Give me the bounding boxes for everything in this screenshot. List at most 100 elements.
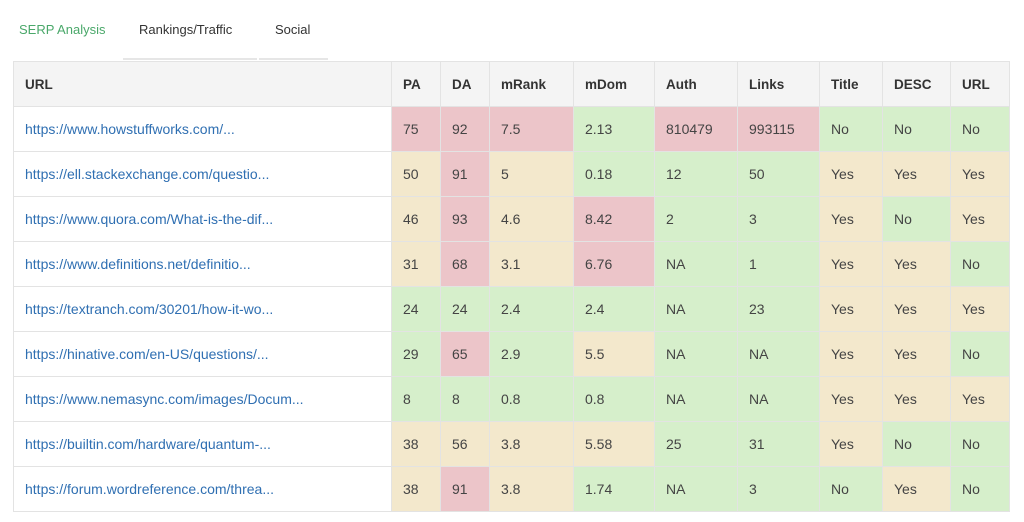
- metric-cell: Yes: [819, 376, 883, 422]
- metric-cell: Yes: [882, 331, 951, 377]
- column-header[interactable]: URL: [13, 61, 392, 107]
- column-header[interactable]: URL: [950, 61, 1010, 107]
- metric-cell: Yes: [819, 241, 883, 287]
- metric-cell: Yes: [819, 286, 883, 332]
- metric-cell: NA: [654, 286, 738, 332]
- column-header[interactable]: Auth: [654, 61, 738, 107]
- table-row: https://forum.wordreference.com/threa...…: [13, 466, 1010, 512]
- tab-social[interactable]: Social: [275, 22, 311, 37]
- metric-cell: Yes: [950, 376, 1010, 422]
- metric-cell: 8: [391, 376, 441, 422]
- metric-cell: NA: [654, 331, 738, 377]
- metric-cell: 29: [391, 331, 441, 377]
- column-header[interactable]: Title: [819, 61, 883, 107]
- metric-cell: 3.8: [489, 466, 574, 512]
- metric-cell: 93: [440, 196, 490, 242]
- metric-cell: No: [882, 196, 951, 242]
- metric-cell: 24: [440, 286, 490, 332]
- metric-cell: 5.5: [573, 331, 655, 377]
- column-header[interactable]: DA: [440, 61, 490, 107]
- metric-cell: No: [950, 106, 1010, 152]
- metric-cell: 68: [440, 241, 490, 287]
- metric-cell: 0.8: [489, 376, 574, 422]
- metric-cell: 8: [440, 376, 490, 422]
- metric-cell: 23: [737, 286, 820, 332]
- metric-cell: 38: [391, 421, 441, 467]
- url-cell: https://forum.wordreference.com/threa...: [13, 466, 392, 512]
- metric-cell: No: [950, 241, 1010, 287]
- metric-cell: 12: [654, 151, 738, 197]
- metric-cell: NA: [654, 241, 738, 287]
- result-url-link[interactable]: https://ell.stackexchange.com/questio...: [25, 166, 270, 182]
- url-cell: https://www.howstuffworks.com/...: [13, 106, 392, 152]
- metric-cell: 3: [737, 466, 820, 512]
- serp-table: URL PA DA mRank mDom Auth Links Title DESC URL ht…: [13, 61, 1010, 512]
- column-header[interactable]: mRank: [489, 61, 574, 107]
- table-row: https://www.howstuffworks.com/... 75 92 7.5…: [13, 106, 1010, 152]
- metric-cell: 1: [737, 241, 820, 287]
- result-url-link[interactable]: https://www.definitions.net/definitio...: [25, 256, 251, 272]
- metric-cell: 92: [440, 106, 490, 152]
- table-row: https://builtin.com/hardware/quantum-...…: [13, 421, 1010, 467]
- metric-cell: NA: [654, 376, 738, 422]
- result-url-link[interactable]: https://textranch.com/30201/how-it-wo...: [25, 301, 274, 317]
- table-body: https://www.howstuffworks.com/... 75 92 7.5…: [13, 106, 1010, 512]
- column-header[interactable]: PA: [391, 61, 441, 107]
- metric-cell: Yes: [819, 331, 883, 377]
- url-cell: https://ell.stackexchange.com/questio...: [13, 151, 392, 197]
- metric-cell: 31: [737, 421, 820, 467]
- column-header[interactable]: Links: [737, 61, 820, 107]
- metric-cell: 75: [391, 106, 441, 152]
- table-row: https://ell.stackexchange.com/questio...…: [13, 151, 1010, 197]
- metric-cell: 2.4: [489, 286, 574, 332]
- metric-cell: 2.9: [489, 331, 574, 377]
- metric-cell: 810479: [654, 106, 738, 152]
- tab-serp-analysis[interactable]: SERP Analysis: [19, 22, 106, 37]
- table-row: https://textranch.com/30201/how-it-wo...…: [13, 286, 1010, 332]
- metric-cell: No: [950, 421, 1010, 467]
- result-url-link[interactable]: https://www.quora.com/What-is-the-dif...: [25, 211, 274, 227]
- tab-rankings-traffic[interactable]: Rankings/Traffic: [139, 22, 233, 37]
- metric-cell: 7.5: [489, 106, 574, 152]
- metric-cell: Yes: [882, 241, 951, 287]
- metric-cell: NA: [737, 376, 820, 422]
- metric-cell: Yes: [882, 151, 951, 197]
- metric-cell: 0.18: [573, 151, 655, 197]
- metric-cell: NA: [654, 466, 738, 512]
- metric-cell: 50: [737, 151, 820, 197]
- table-row: https://www.quora.com/What-is-the-dif...…: [13, 196, 1010, 242]
- result-url-link[interactable]: https://www.howstuffworks.com/...: [25, 121, 235, 137]
- table-row: https://hinative.com/en-US/questions/...…: [13, 331, 1010, 377]
- column-header[interactable]: mDom: [573, 61, 655, 107]
- column-header[interactable]: DESC: [882, 61, 951, 107]
- tab-underline: [123, 58, 257, 60]
- metric-cell: 6.76: [573, 241, 655, 287]
- metric-cell: 2.4: [573, 286, 655, 332]
- url-cell: https://builtin.com/hardware/quantum-...: [13, 421, 392, 467]
- metric-cell: 38: [391, 466, 441, 512]
- metric-cell: 3.1: [489, 241, 574, 287]
- result-url-link[interactable]: https://www.nemasync.com/images/Docum...: [25, 391, 304, 407]
- result-url-link[interactable]: https://builtin.com/hardware/quantum-...: [25, 436, 271, 452]
- metric-cell: No: [950, 466, 1010, 512]
- metric-cell: Yes: [819, 421, 883, 467]
- metric-cell: 993115: [737, 106, 820, 152]
- metric-cell: 46: [391, 196, 441, 242]
- metric-cell: Yes: [882, 286, 951, 332]
- table-row: https://www.definitions.net/definitio...…: [13, 241, 1010, 287]
- metric-cell: 3.8: [489, 421, 574, 467]
- metric-cell: Yes: [950, 286, 1010, 332]
- url-cell: https://www.nemasync.com/images/Docum...: [13, 376, 392, 422]
- tab-bar: SERP Analysis Rankings/Traffic Social: [0, 0, 1024, 60]
- metric-cell: 3: [737, 196, 820, 242]
- url-cell: https://hinative.com/en-US/questions/...: [13, 331, 392, 377]
- metric-cell: 65: [440, 331, 490, 377]
- metric-cell: 5: [489, 151, 574, 197]
- metric-cell: 1.74: [573, 466, 655, 512]
- result-url-link[interactable]: https://hinative.com/en-US/questions/...: [25, 346, 269, 362]
- result-url-link[interactable]: https://forum.wordreference.com/threa...: [25, 481, 274, 497]
- metric-cell: No: [882, 106, 951, 152]
- metric-cell: Yes: [882, 466, 951, 512]
- metric-cell: 4.6: [489, 196, 574, 242]
- metric-cell: No: [950, 331, 1010, 377]
